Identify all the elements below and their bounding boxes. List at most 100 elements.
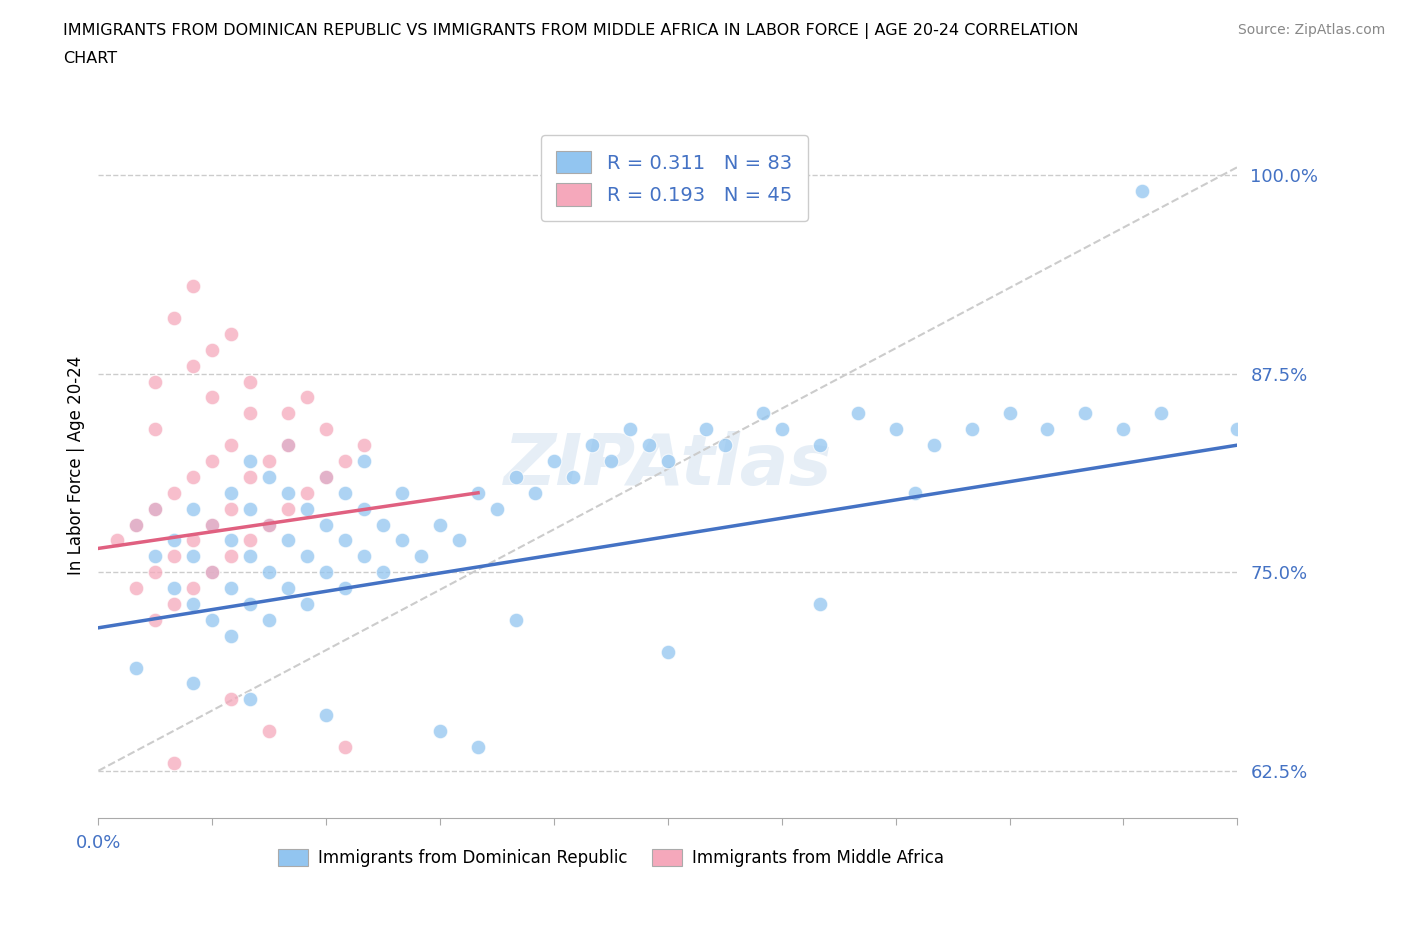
Point [277,405,299,420]
Point [125,660,148,675]
Point [183,549,205,564]
Text: Source: ZipAtlas.com: Source: ZipAtlas.com [1237,23,1385,37]
Point [391,485,413,500]
Point [221,501,243,516]
Point [163,580,186,595]
Point [163,485,186,500]
Point [371,565,394,579]
Text: CHART: CHART [63,51,117,66]
Point [239,501,262,516]
Point [221,533,243,548]
Point [335,454,357,469]
Point [467,739,489,754]
Point [335,739,357,754]
Legend: Immigrants from Dominican Republic, Immigrants from Middle Africa: Immigrants from Dominican Republic, Immi… [271,843,950,873]
Point [524,485,547,500]
Point [562,470,585,485]
Point [259,613,281,628]
Point [239,454,262,469]
Point [353,454,375,469]
Point [107,533,129,548]
Point [277,485,299,500]
Point [297,549,319,564]
Point [259,565,281,579]
Point [315,517,337,532]
Point [1132,183,1154,198]
Point [505,470,527,485]
Point [657,644,679,659]
Point [259,454,281,469]
Point [201,565,224,579]
Point [1112,422,1135,437]
Point [638,438,661,453]
Point [960,422,983,437]
Point [163,596,186,611]
Point [183,358,205,373]
Point [145,565,167,579]
Point [1074,405,1097,420]
Point [998,405,1021,420]
Point [277,438,299,453]
Point [201,454,224,469]
Point [221,485,243,500]
Point [315,470,337,485]
Point [619,422,641,437]
Point [125,517,148,532]
Point [904,485,927,500]
Point [259,724,281,738]
Point [239,470,262,485]
Point [145,501,167,516]
Point [259,517,281,532]
Point [201,613,224,628]
Point [1226,422,1249,437]
Point [808,596,831,611]
Point [183,580,205,595]
Point [315,470,337,485]
Point [259,517,281,532]
Point [221,438,243,453]
Point [315,565,337,579]
Point [581,438,603,453]
Point [657,454,679,469]
Point [752,405,775,420]
Point [297,485,319,500]
Point [239,405,262,420]
Point [429,724,451,738]
Point [145,374,167,389]
Point [277,438,299,453]
Point [221,692,243,707]
Point [714,438,737,453]
Point [335,485,357,500]
Point [1036,422,1059,437]
Point [201,517,224,532]
Point [846,405,869,420]
Point [163,755,186,770]
Point [201,517,224,532]
Point [183,596,205,611]
Point [239,533,262,548]
Point [411,549,433,564]
Point [297,501,319,516]
Point [145,501,167,516]
Point [259,470,281,485]
Point [145,549,167,564]
Point [429,517,451,532]
Point [467,485,489,500]
Point [201,565,224,579]
Point [770,422,793,437]
Point [183,676,205,691]
Point [277,501,299,516]
Point [505,613,527,628]
Point [145,422,167,437]
Point [449,533,471,548]
Point [125,580,148,595]
Point [201,342,224,357]
Point [353,438,375,453]
Point [201,390,224,405]
Text: ZIPAtlas: ZIPAtlas [503,431,832,499]
Point [183,279,205,294]
Point [277,580,299,595]
Point [486,501,509,516]
Point [922,438,945,453]
Point [315,708,337,723]
